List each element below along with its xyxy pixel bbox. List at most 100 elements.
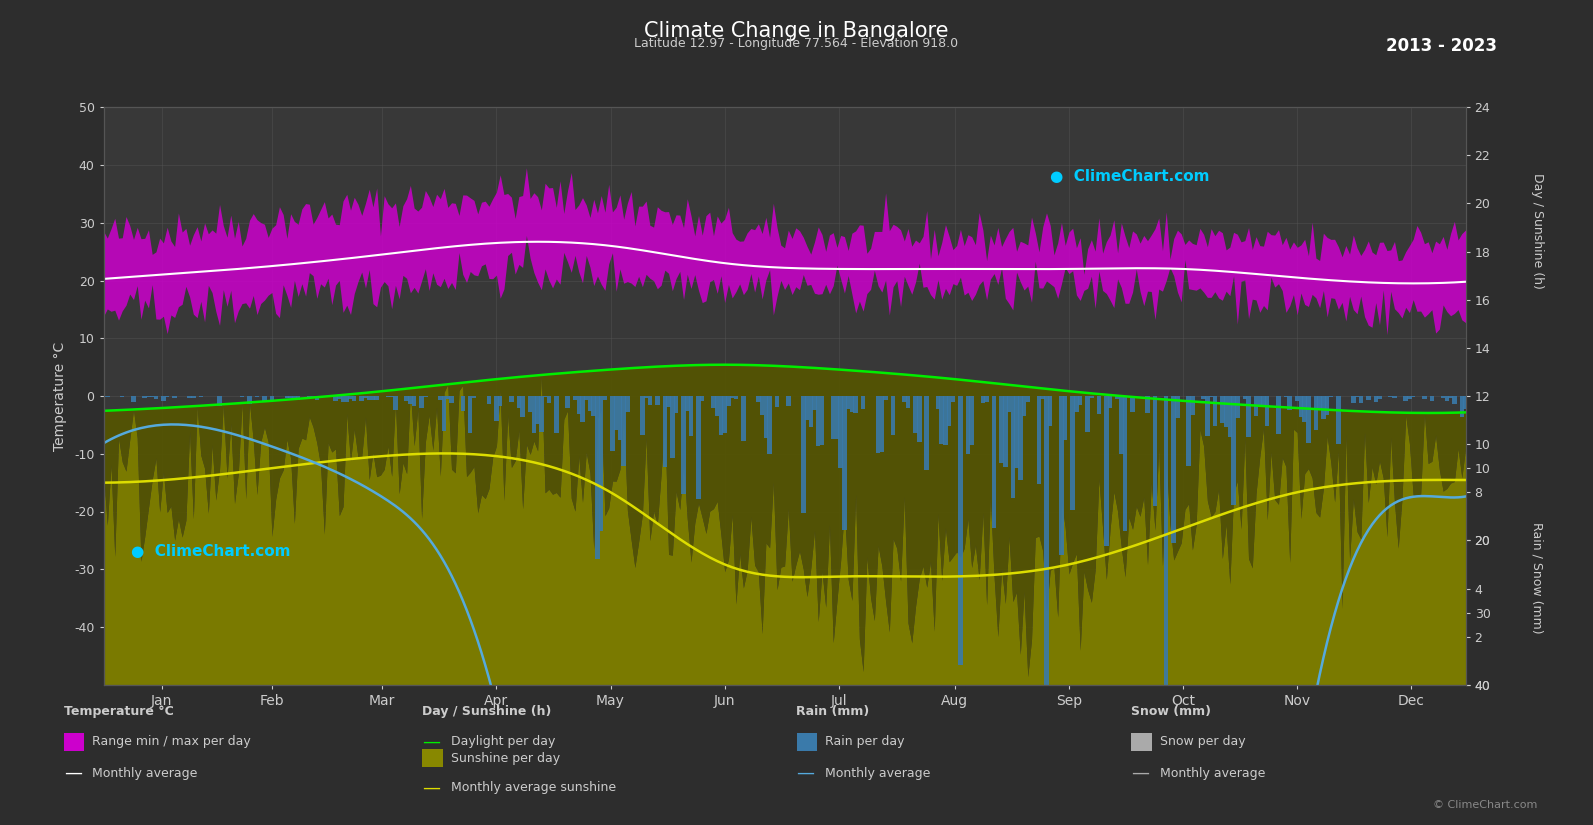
Bar [449, 396, 454, 403]
Text: Rain (mm): Rain (mm) [796, 705, 870, 719]
Bar [263, 396, 266, 401]
Bar [393, 396, 398, 410]
Text: —: — [1131, 764, 1149, 782]
Bar [1254, 396, 1258, 416]
Text: —: — [422, 733, 440, 751]
Bar [389, 396, 393, 398]
Bar [1045, 396, 1048, 708]
Bar [838, 396, 843, 468]
Bar [835, 396, 840, 439]
Bar [296, 396, 301, 400]
Bar [333, 396, 338, 401]
Bar [1206, 396, 1209, 436]
Bar [1004, 396, 1007, 467]
Text: © ClimeChart.com: © ClimeChart.com [1432, 800, 1537, 810]
Text: Sunshine per day: Sunshine per day [451, 752, 561, 765]
Bar [879, 396, 884, 451]
Bar [710, 396, 715, 408]
Bar [1145, 396, 1150, 413]
Bar [849, 396, 854, 412]
Bar [1048, 396, 1053, 427]
Bar [1429, 396, 1434, 401]
Text: 2013 - 2023: 2013 - 2023 [1386, 37, 1497, 55]
Bar [153, 396, 158, 399]
Bar [935, 396, 940, 408]
Bar [349, 396, 352, 399]
Bar [1287, 396, 1292, 410]
Bar [460, 396, 465, 412]
Text: Latitude 12.97 - Longitude 77.564 - Elevation 918.0: Latitude 12.97 - Longitude 77.564 - Elev… [634, 37, 959, 50]
Bar [1445, 396, 1450, 401]
Bar [538, 396, 543, 432]
Bar [247, 396, 252, 404]
Bar [468, 396, 473, 433]
Bar [188, 396, 191, 398]
Bar [1440, 396, 1445, 398]
Text: Snow (mm): Snow (mm) [1131, 705, 1211, 719]
Bar [580, 396, 585, 422]
Bar [1070, 396, 1075, 510]
Bar [1018, 396, 1023, 479]
Bar [150, 396, 155, 397]
Bar [1107, 396, 1112, 408]
Bar [602, 396, 607, 400]
Bar [1153, 396, 1157, 506]
Text: Day / Sunshine (h): Day / Sunshine (h) [422, 705, 551, 719]
Bar [1367, 396, 1370, 400]
Bar [785, 396, 790, 406]
Bar [760, 396, 765, 415]
Bar [884, 396, 887, 399]
Bar [446, 396, 451, 399]
Bar [854, 396, 859, 413]
Bar [1040, 396, 1045, 398]
Bar [671, 396, 674, 458]
Bar [1378, 396, 1381, 399]
Bar [1243, 396, 1247, 398]
Bar [809, 396, 812, 427]
Bar [924, 396, 929, 469]
Bar [763, 396, 768, 437]
Bar [734, 396, 738, 399]
Bar [801, 396, 806, 513]
Bar [1317, 396, 1322, 409]
Bar [1392, 396, 1397, 398]
Bar [913, 396, 918, 433]
Bar [239, 396, 244, 397]
Bar [588, 396, 593, 411]
Bar [876, 396, 881, 453]
Bar [682, 396, 685, 494]
Text: Climate Change in Bangalore: Climate Change in Bangalore [644, 21, 949, 40]
Bar [1337, 396, 1341, 444]
Bar [1115, 396, 1120, 398]
Bar [1021, 396, 1026, 416]
Bar [1298, 396, 1303, 417]
Bar [191, 396, 196, 398]
Bar [1325, 396, 1330, 415]
Bar [1078, 396, 1082, 405]
Bar [1096, 396, 1101, 414]
Bar [1284, 396, 1289, 397]
Bar [1171, 396, 1176, 543]
Bar [1131, 396, 1134, 412]
Bar [981, 396, 984, 403]
Text: ●  ClimeChart.com: ● ClimeChart.com [1050, 169, 1209, 184]
Bar [341, 396, 346, 403]
Bar [596, 396, 599, 559]
Bar [757, 396, 760, 402]
Bar [1176, 396, 1180, 418]
Bar [1448, 396, 1453, 398]
Bar [438, 396, 443, 400]
Bar [1015, 396, 1020, 468]
Bar [655, 396, 660, 405]
Bar [366, 396, 371, 400]
Bar [1464, 396, 1467, 409]
Bar [599, 396, 604, 531]
Bar [577, 396, 581, 414]
Bar [1351, 396, 1356, 403]
Bar [965, 396, 970, 455]
Bar [1306, 396, 1311, 443]
Bar [510, 396, 513, 403]
Bar [741, 396, 746, 441]
Text: Range min / max per day: Range min / max per day [92, 735, 252, 748]
Bar [292, 396, 296, 399]
